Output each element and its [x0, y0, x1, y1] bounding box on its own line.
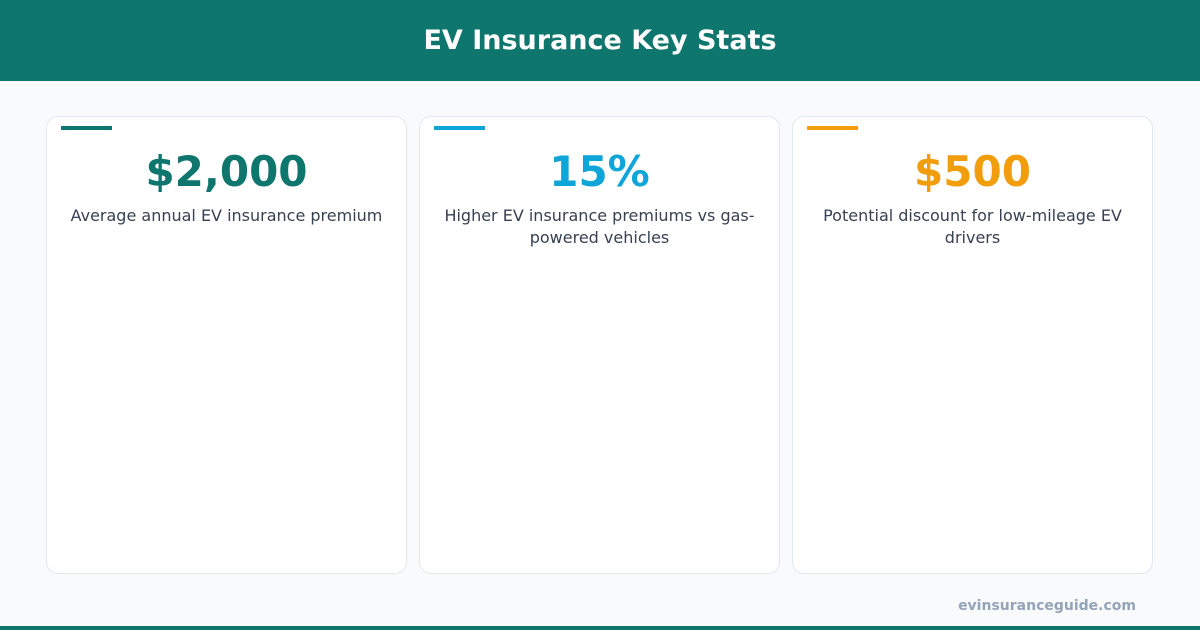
header: EV Insurance Key Stats — [0, 0, 1200, 81]
stat-card: $500 Potential discount for low-mileage E… — [792, 116, 1153, 574]
stat-value: 15% — [549, 147, 650, 196]
stat-description: Higher EV insurance premiums vs gas-powe… — [444, 206, 755, 247]
stat-card: $2,000 Average annual EV insurance premiu… — [46, 116, 407, 574]
stat-description: Average annual EV insurance premium — [70, 206, 383, 225]
stat-card: 15% Higher EV insurance premiums vs gas-p… — [419, 116, 780, 574]
header-title: EV Insurance Key Stats — [423, 25, 777, 56]
footer-source: evinsuranceguide.com — [958, 598, 1136, 614]
stat-description: Potential discount for low-mileage EV dr… — [823, 206, 1122, 247]
accent-bar — [61, 126, 112, 130]
accent-bar — [434, 126, 485, 130]
stat-value: $2,000 — [145, 147, 308, 196]
stat-value: $500 — [914, 147, 1031, 196]
bottom-strip — [0, 626, 1200, 630]
accent-bar — [807, 126, 858, 130]
